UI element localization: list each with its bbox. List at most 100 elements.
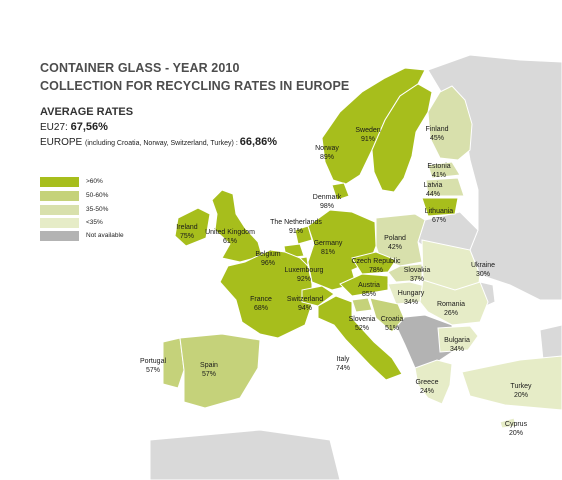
legend-label: Not available (86, 232, 124, 239)
country-name: Sweden (355, 127, 380, 134)
legend-label: <35% (86, 219, 103, 226)
legend-swatch (40, 205, 79, 215)
europe-average: EUROPE (including Croatia, Norway, Switz… (40, 136, 277, 148)
country-rate: 51% (385, 325, 399, 332)
country-name: Slovenia (349, 316, 376, 323)
country-label-france: France 68% (250, 296, 272, 312)
country-croatia (369, 297, 405, 333)
country-rate: 67% (432, 217, 446, 224)
country-label-ireland: Ireland 75% (176, 224, 198, 240)
country-name: Italy (337, 356, 350, 363)
country-name: Hungary (398, 290, 425, 297)
country-rate: 20% (509, 430, 523, 437)
eu27-value: 67,56% (70, 121, 108, 133)
legend-swatch (40, 191, 79, 201)
country-rate: 94% (298, 305, 312, 312)
country-estonia (427, 161, 461, 179)
country-rate: 42% (388, 244, 402, 251)
country-spain (179, 333, 261, 409)
country-label-ukraine: Ukraine 30% (471, 262, 495, 278)
country-label-turkey: Turkey 20% (510, 383, 532, 399)
country-name: Romania (437, 301, 465, 308)
country-portugal (162, 337, 185, 389)
country-name: Ireland (176, 224, 198, 231)
country-finland (427, 85, 473, 161)
country-denmark (331, 182, 350, 201)
country-rate: 41% (432, 172, 446, 179)
country-rate: 57% (202, 371, 216, 378)
country-shapes (162, 67, 562, 429)
country-rate: 37% (410, 276, 424, 283)
country-romania (419, 279, 489, 326)
country-italy (317, 295, 403, 381)
country-germany (307, 209, 377, 291)
country-label-poland: Poland 42% (384, 235, 406, 251)
country-bulgaria (437, 325, 479, 353)
country-rate: 30% (476, 271, 490, 278)
country-name: Croatia (381, 316, 404, 323)
country-name: France (250, 296, 272, 303)
legend-label: 35-50% (86, 206, 109, 213)
country-label-belgium: Belgium 96% (255, 251, 280, 267)
country-rate: 92% (297, 276, 311, 283)
country-name: Latvia (424, 182, 443, 189)
country-greece (414, 359, 453, 405)
country-rate: 34% (404, 299, 418, 306)
country-name: Czech Republic (351, 258, 401, 265)
map-title-line2: COLLECTION FOR RECYCLING RATES IN EUROPE (40, 79, 350, 93)
country-label-cyprus: Cyprus 20% (505, 421, 528, 437)
country-label-romania: Romania 26% (437, 301, 465, 317)
country-rate: 75% (180, 233, 194, 240)
country-switzerland (301, 285, 335, 307)
country-rate: 74% (336, 365, 350, 372)
country-rate: 96% (261, 260, 275, 267)
country-cyprus (499, 417, 517, 429)
country-rate: 44% (426, 191, 440, 198)
country-latvia (425, 177, 465, 197)
country-rate: 34% (450, 346, 464, 353)
country-label-germany: Germany 81% (314, 240, 343, 256)
country-rate: 24% (420, 388, 434, 395)
country-turkey (461, 355, 562, 411)
country-label-estonia: Estonia 41% (427, 163, 450, 179)
country-name: The Netherlands (270, 219, 322, 226)
country-rate: 85% (362, 291, 376, 298)
europe-label: EUROPE (40, 137, 86, 148)
country-rate: 91% (289, 228, 303, 235)
eu27-average: EU27: 67,56% (40, 121, 108, 133)
country-sweden (371, 83, 433, 193)
north-africa-shape (149, 429, 341, 480)
country-name: Cyprus (505, 421, 528, 428)
country-label-croatia: Croatia 51% (381, 316, 404, 332)
country-name: Denmark (313, 194, 342, 201)
country-name: United Kingdom (205, 229, 255, 236)
country-label-switzerland: Switzerland 94% (287, 296, 323, 312)
country-name: Austria (358, 282, 380, 289)
country-rate: 78% (369, 267, 383, 274)
country-label-spain: Spain 57% (200, 362, 218, 378)
country-label-norway: Norway 89% (315, 145, 339, 161)
country-name: Estonia (427, 163, 450, 170)
legend-swatch (40, 231, 79, 241)
country-ireland (174, 207, 211, 247)
country-label-slovenia: Slovenia 52% (349, 316, 376, 332)
country-rate: 45% (430, 135, 444, 142)
country-rate: 68% (254, 305, 268, 312)
country-name: Lithuania (425, 208, 454, 215)
country-label-lithuania: Lithuania 67% (425, 208, 454, 224)
europe-value: 66,86% (239, 136, 278, 148)
legend-label: >60% (86, 178, 103, 185)
country-labels: Norway 89% Sweden 91% Finland 45% Estonia 41% La… (140, 126, 532, 437)
country-rate: 61% (223, 238, 237, 245)
country-label-luxembourg: Luxembourg 92% (285, 267, 324, 283)
country-name: Turkey (510, 383, 532, 390)
average-rates-heading: AVERAGE RATES (40, 106, 134, 118)
country-label-hungary: Hungary 34% (398, 290, 425, 306)
country-rate: 81% (321, 249, 335, 256)
country-name: Poland (384, 235, 406, 242)
europe-note: (including Croatia, Norway, Switzerland,… (85, 140, 240, 147)
country-rate: 91% (361, 136, 375, 143)
country-label-slovakia: Slovakia 37% (404, 267, 431, 283)
